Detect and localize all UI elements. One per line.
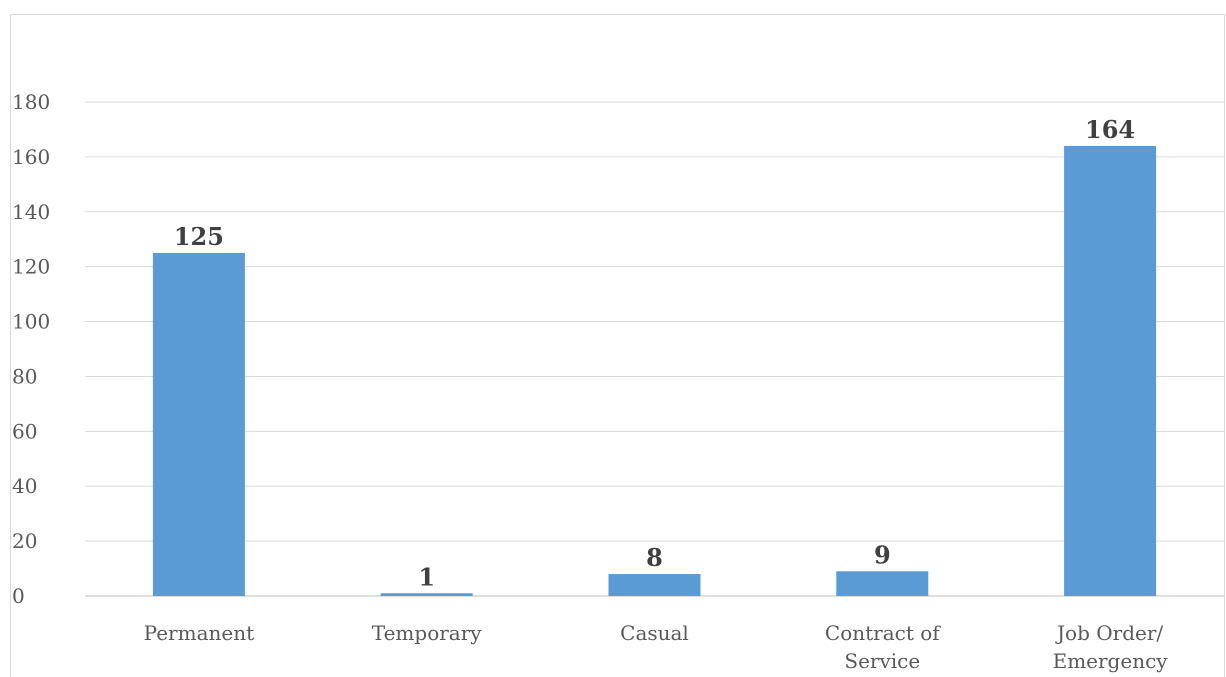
bar xyxy=(1064,145,1157,596)
x-tick-label: Contract of xyxy=(825,621,941,645)
y-tick-label: 100 xyxy=(12,310,50,334)
chart-frame xyxy=(10,14,1225,677)
x-tick-label: Casual xyxy=(620,621,689,645)
x-tick-label: Temporary xyxy=(372,621,482,645)
data-label: 164 xyxy=(1085,115,1135,144)
y-tick-label: 20 xyxy=(12,529,37,553)
bar xyxy=(608,574,701,596)
y-tick-label: 160 xyxy=(12,145,50,169)
data-label: 9 xyxy=(874,540,891,569)
data-label: 125 xyxy=(174,222,224,251)
y-tick-label: 180 xyxy=(12,90,50,114)
x-tick-label: Service xyxy=(844,649,920,673)
y-tick-label: 60 xyxy=(12,419,37,443)
data-label: 8 xyxy=(646,543,663,572)
y-tick-label: 0 xyxy=(12,584,25,608)
y-tick-label: 140 xyxy=(12,200,50,224)
y-tick-label: 120 xyxy=(12,255,50,279)
bar xyxy=(152,252,245,596)
y-tick-label: 40 xyxy=(12,474,37,498)
x-tick-label: Job Order/ xyxy=(1055,621,1163,645)
x-tick-label: Emergency xyxy=(1053,649,1169,673)
bar xyxy=(380,593,473,596)
x-tick-label: Permanent xyxy=(144,621,254,645)
y-tick-label: 80 xyxy=(12,364,37,388)
data-label: 1 xyxy=(418,562,435,591)
bar xyxy=(836,571,929,596)
